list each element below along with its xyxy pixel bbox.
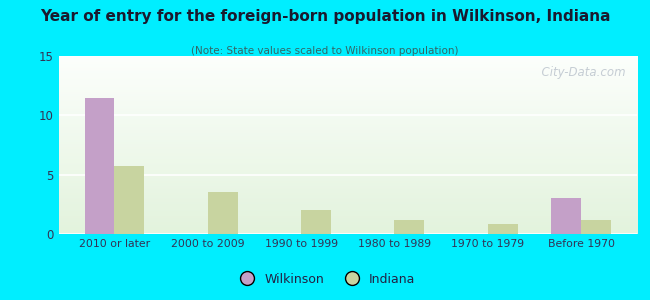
Bar xyxy=(114,166,144,234)
Bar xyxy=(551,198,581,234)
Text: Year of entry for the foreign-born population in Wilkinson, Indiana: Year of entry for the foreign-born popul… xyxy=(40,9,610,24)
Bar xyxy=(84,98,114,234)
Bar xyxy=(208,192,238,234)
Bar xyxy=(581,220,611,234)
Bar xyxy=(488,224,517,234)
Text: City-Data.com: City-Data.com xyxy=(534,66,625,79)
Bar xyxy=(395,220,424,234)
Bar xyxy=(301,210,331,234)
Text: (Note: State values scaled to Wilkinson population): (Note: State values scaled to Wilkinson … xyxy=(191,46,459,56)
Legend: Wilkinson, Indiana: Wilkinson, Indiana xyxy=(229,268,421,291)
